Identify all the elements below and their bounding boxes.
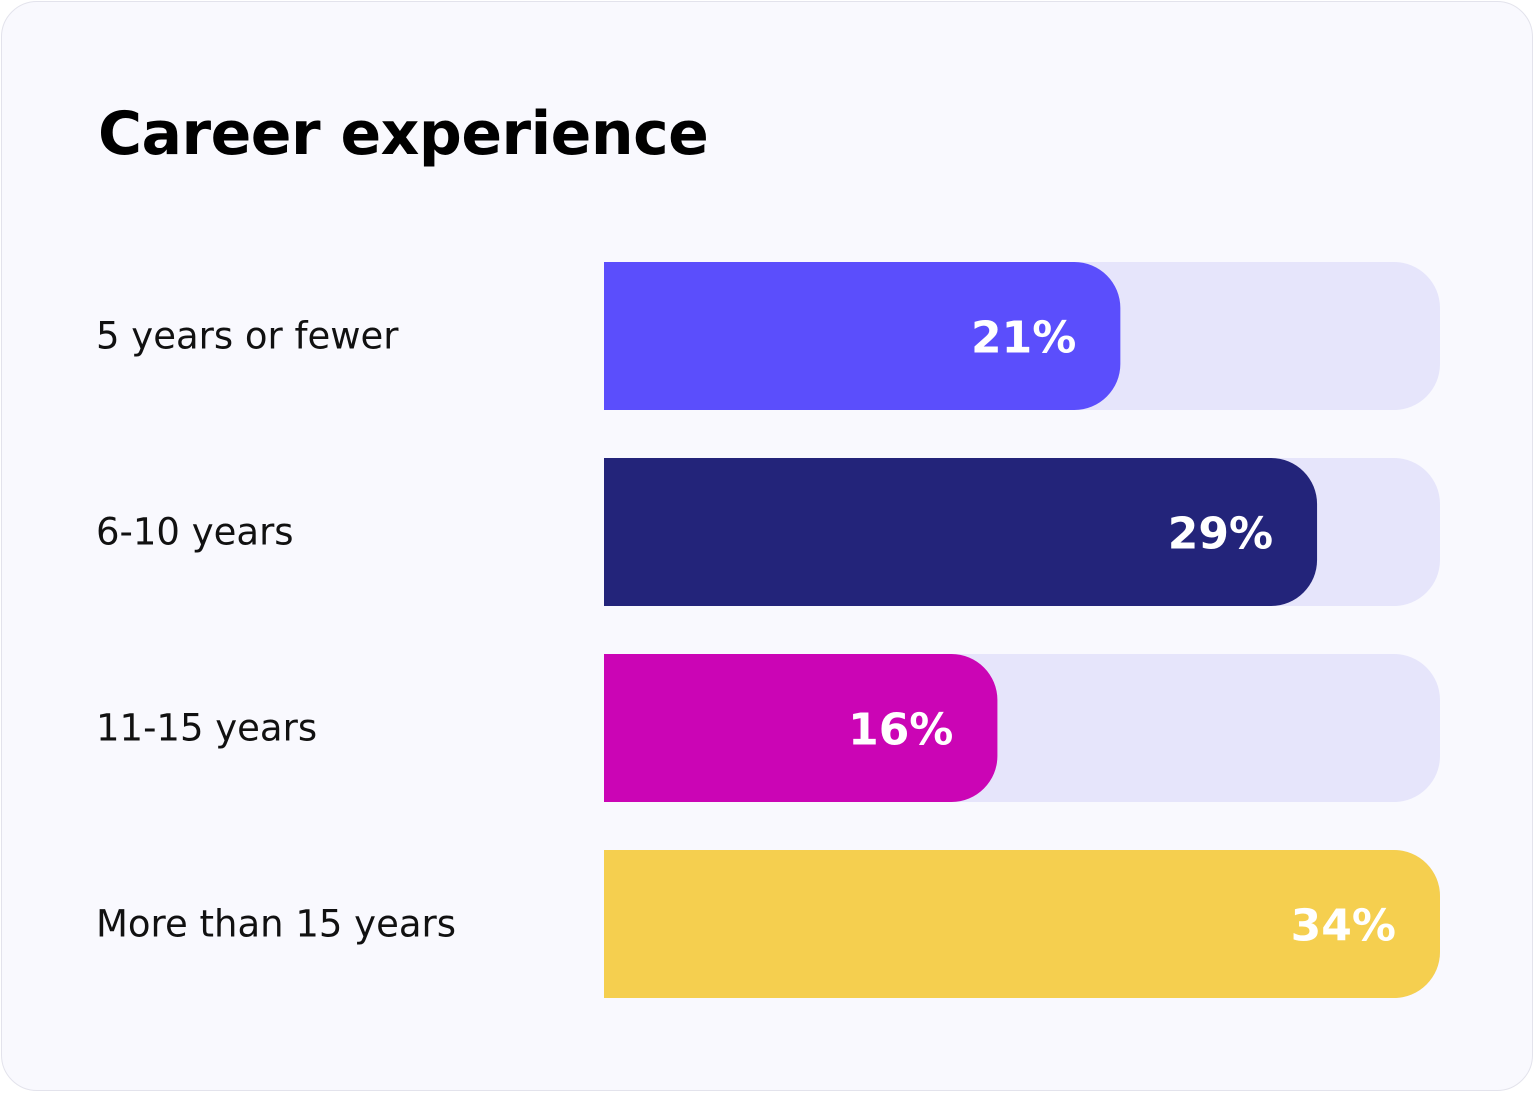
bar: [604, 850, 1440, 998]
chart-title: Career experience: [98, 99, 709, 169]
value-label: 29%: [1168, 509, 1273, 560]
value-label: 21%: [971, 313, 1076, 364]
category-label: More than 15 years: [96, 903, 456, 946]
category-label: 11-15 years: [96, 707, 317, 750]
bar: [604, 654, 998, 802]
category-label: 6-10 years: [96, 511, 294, 554]
value-label: 34%: [1291, 901, 1396, 952]
bar: [604, 262, 1121, 410]
bar: [604, 458, 1318, 606]
value-label: 16%: [848, 705, 953, 756]
category-label: 5 years or fewer: [96, 315, 399, 358]
